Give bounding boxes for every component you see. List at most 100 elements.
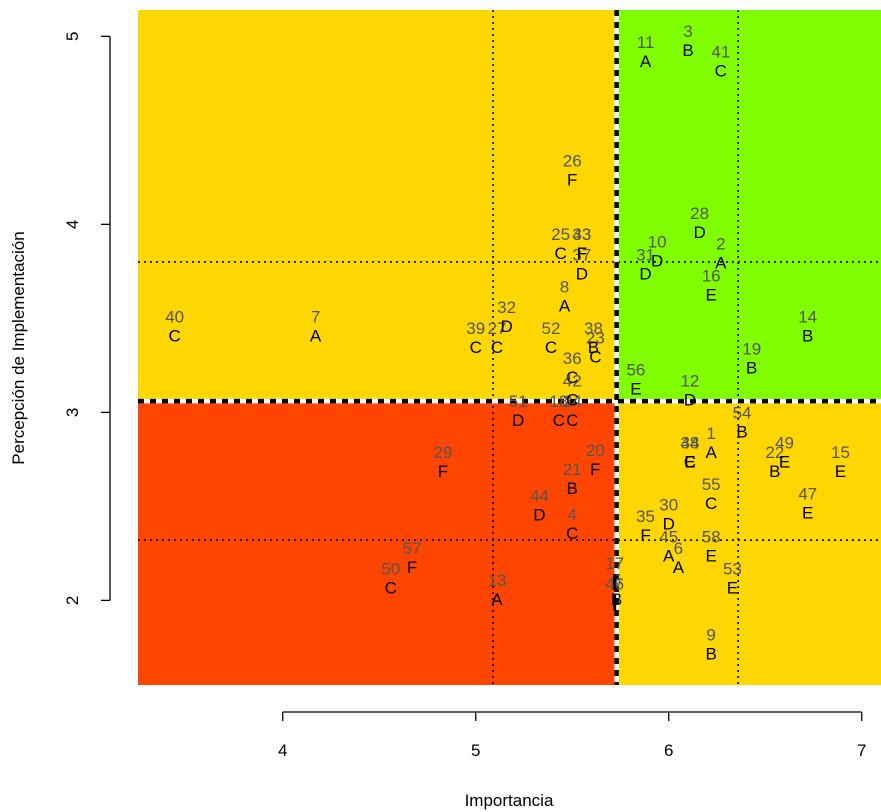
point-38: 38B <box>584 319 603 357</box>
point-id-label: 33 <box>572 225 591 244</box>
quadrant-concentrate-here <box>138 401 617 685</box>
point-group-label: F <box>567 171 577 190</box>
point-id-label: 13 <box>487 571 506 590</box>
point-id-label: 52 <box>542 319 561 338</box>
point-48: 48C <box>680 434 699 472</box>
point-7: 7A <box>310 308 322 346</box>
point-29: 29F <box>433 443 452 481</box>
point-group-label: B <box>567 479 578 498</box>
point-id-label: 46 <box>605 575 624 594</box>
point-group-label: A <box>663 547 675 566</box>
point-20: 20F <box>586 441 605 479</box>
point-group-label: E <box>705 285 716 304</box>
point-group-label: B <box>611 590 622 609</box>
point-id-label: 57 <box>403 539 422 558</box>
point-group-label: F <box>577 244 587 263</box>
point-group-label: D <box>639 265 651 284</box>
point-id-label: 11 <box>637 33 655 52</box>
point-id-label: 29 <box>433 443 452 462</box>
quadrant-backgrounds <box>138 10 881 685</box>
point-id-label: 47 <box>798 484 817 503</box>
point-group-label: B <box>705 644 716 663</box>
point-group-label: C <box>715 62 727 81</box>
point-group-label: C <box>491 338 503 357</box>
point-id-label: 44 <box>530 486 549 505</box>
point-32: 32D <box>497 298 516 336</box>
point-group-label: C <box>470 338 482 357</box>
point-id-label: 1 <box>706 424 715 443</box>
point-id-label: 18 <box>549 392 568 411</box>
point-id-label: 20 <box>586 441 605 460</box>
point-group-label: E <box>630 379 641 398</box>
point-47: 47E <box>798 484 817 522</box>
point-id-label: 25 <box>551 225 570 244</box>
point-id-label: 24 <box>563 392 582 411</box>
point-26: 26F <box>563 152 582 190</box>
point-group-label: F <box>407 558 417 577</box>
point-54: 54B <box>733 404 752 442</box>
point-group-label: F <box>590 460 600 479</box>
point-id-label: 48 <box>680 434 699 453</box>
point-55: 55C <box>702 475 721 513</box>
point-group-label: D <box>500 317 512 336</box>
point-id-label: 9 <box>706 625 715 644</box>
point-marker <box>613 594 617 611</box>
point-group-label: C <box>589 347 601 366</box>
point-group-label: C <box>385 579 397 598</box>
point-6: 6A <box>673 539 685 577</box>
x-tick-label-5: 5 <box>471 741 480 760</box>
point-group-label: E <box>705 547 716 566</box>
point-id-label: 3 <box>683 22 692 41</box>
point-group-label: D <box>651 251 663 270</box>
point-group-label: E <box>835 462 846 481</box>
x-axis-title: Importancia <box>465 791 554 810</box>
point-58: 58E <box>702 528 721 566</box>
point-id-label: 49 <box>775 434 794 453</box>
point-group-label: A <box>310 327 322 346</box>
x-tick-label-4: 4 <box>278 741 287 760</box>
point-group-label: E <box>802 503 813 522</box>
cutoff-lines <box>138 10 881 685</box>
point-group-label: A <box>640 52 652 71</box>
point-25: 25C <box>551 225 570 263</box>
point-id-label: 36 <box>563 349 582 368</box>
point-15: 15E <box>831 443 850 481</box>
point-44: 44D <box>530 486 549 524</box>
point-41: 41C <box>711 43 730 81</box>
point-group-label: F <box>640 526 650 545</box>
point-group-label: A <box>673 558 685 577</box>
point-id-label: 4 <box>567 505 576 524</box>
point-id-label: 6 <box>674 539 683 558</box>
point-id-label: 2 <box>716 234 725 253</box>
point-23: 23C <box>586 328 605 366</box>
data-points: 1A2A3B4C5B6A7A8A9B10D11A12D13A14B15E16E1… <box>165 22 850 664</box>
point-group-label: A <box>559 297 571 316</box>
point-id-label: 31 <box>636 246 655 265</box>
point-group-label: A <box>705 443 717 462</box>
x-axis: 4 5 6 7 <box>278 711 866 760</box>
point-3: 3B <box>682 22 693 60</box>
point-24: 24C <box>563 392 582 430</box>
point-35: 35F <box>636 507 655 545</box>
point-group-label: B <box>736 423 747 442</box>
point-id-label: 58 <box>702 528 721 547</box>
y-axis-title: Percepción de Implementación <box>9 231 28 464</box>
point-group-label: B <box>769 462 780 481</box>
point-id-label: 28 <box>690 204 709 223</box>
reference-lines <box>138 10 881 685</box>
point-9: 9B <box>705 625 716 663</box>
point-id-label: 22 <box>765 443 784 462</box>
point-group-label: D <box>684 391 696 410</box>
y-tick-label-2: 2 <box>63 596 82 605</box>
point-id-label: 56 <box>626 360 645 379</box>
point-id-label: 16 <box>702 266 721 285</box>
point-53: 53E <box>723 560 742 598</box>
point-id-label: 14 <box>798 308 817 327</box>
point-57: 57F <box>403 539 422 577</box>
point-id-label: 30 <box>659 496 678 515</box>
point-37: 37D <box>572 246 591 284</box>
point-id-label: 8 <box>560 278 569 297</box>
y-axis: 2 3 4 5 <box>63 32 111 605</box>
point-id-label: 26 <box>563 152 582 171</box>
